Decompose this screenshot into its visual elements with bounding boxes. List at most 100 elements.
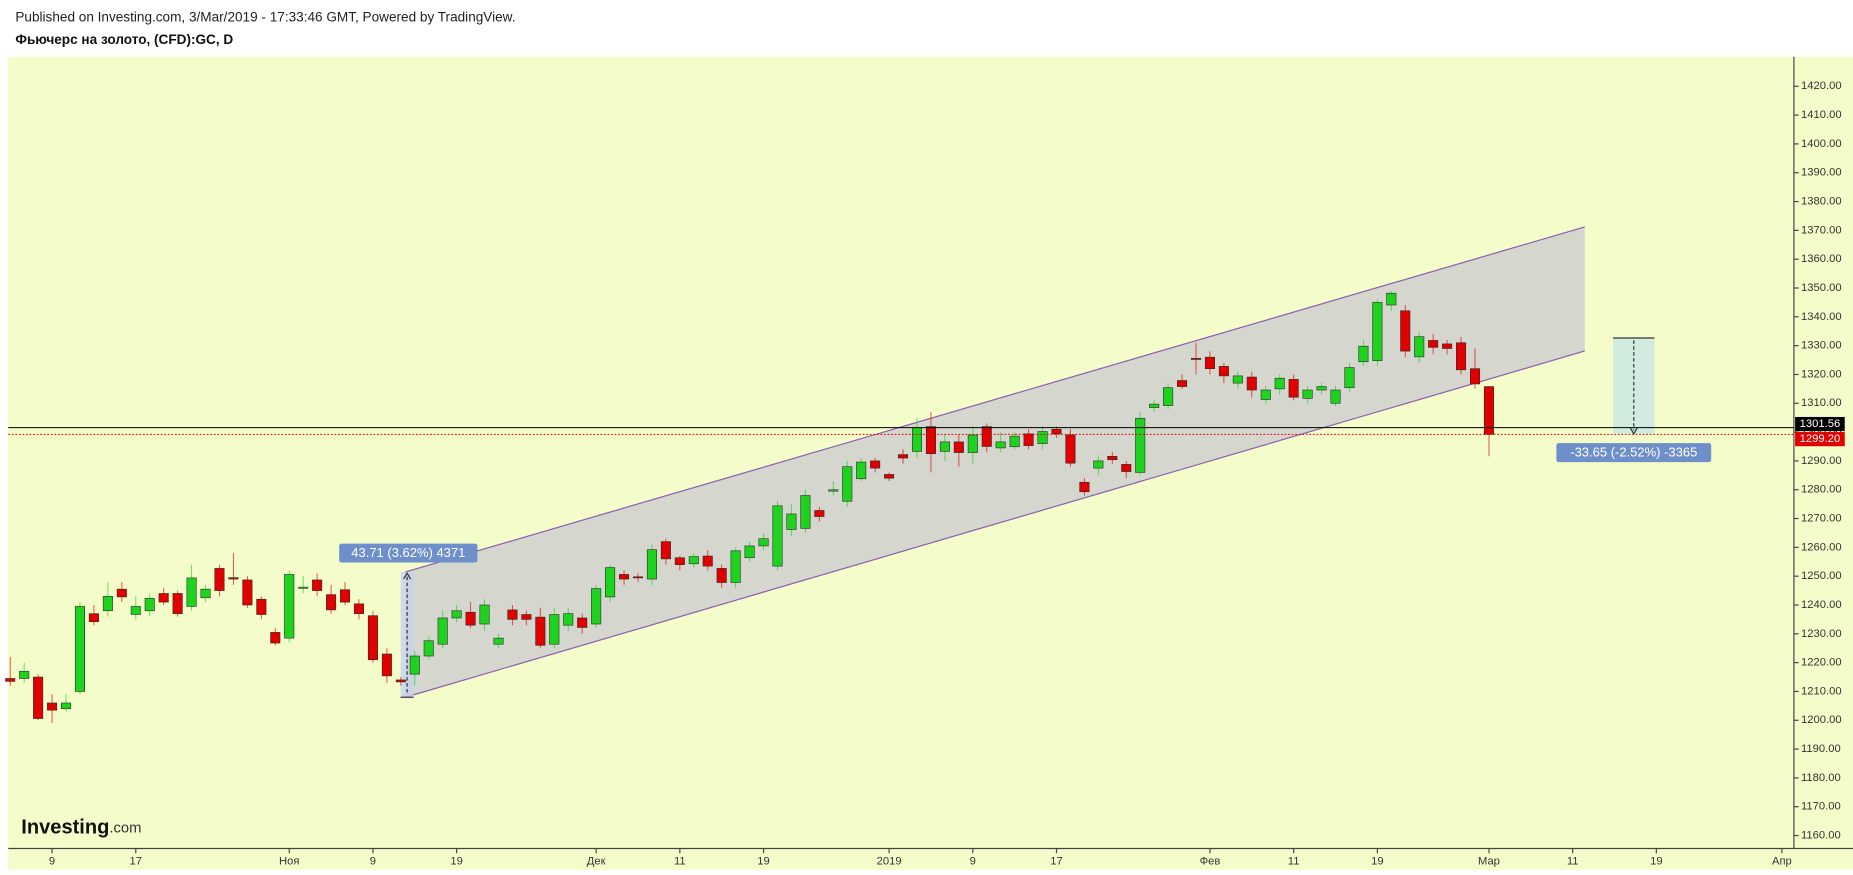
candle-body	[1400, 310, 1411, 352]
y-tick-label: 1190.00	[1801, 743, 1841, 755]
candle-body	[1065, 434, 1076, 464]
candle-body	[256, 598, 267, 615]
candle-body	[535, 616, 546, 646]
candle-body	[688, 556, 699, 565]
y-tick-label: 1320.00	[1801, 368, 1842, 380]
x-tick-label: 11	[1288, 855, 1300, 867]
candle-body	[856, 461, 867, 480]
candle-body	[451, 610, 462, 619]
candle-body	[353, 603, 365, 614]
candle-body	[1093, 460, 1104, 469]
candle-body	[74, 606, 85, 692]
candle-body	[270, 632, 281, 644]
x-tick-label: 19	[1371, 855, 1383, 867]
price-label-box	[1795, 432, 1845, 447]
candle-body	[1469, 368, 1481, 385]
candle-body	[1163, 387, 1174, 406]
candle-body	[1428, 340, 1439, 348]
candle-body	[814, 510, 825, 517]
candle-body	[284, 574, 295, 639]
candle-body	[33, 676, 44, 719]
candle-body	[1414, 336, 1425, 358]
candle-body	[172, 593, 183, 614]
candle-body	[800, 495, 811, 529]
measure-label-box	[339, 543, 478, 563]
candle-body	[828, 489, 839, 492]
candle-body	[702, 555, 713, 567]
y-tick-label: 1160.00	[1801, 830, 1841, 842]
x-tick-label: Апр	[1772, 855, 1792, 867]
candle-body	[1079, 481, 1090, 493]
y-tick-label: 1330.00	[1801, 340, 1842, 352]
candle-body	[507, 609, 518, 620]
y-tick-label: 1280.00	[1801, 484, 1842, 496]
y-tick-label: 1220.00	[1801, 657, 1842, 669]
y-tick-label: 1270.00	[1801, 513, 1842, 525]
x-axis-area	[8, 848, 1853, 870]
candle-body	[1232, 375, 1243, 384]
y-tick-label: 1370.00	[1801, 224, 1842, 236]
y-tick-label: 1210.00	[1801, 685, 1842, 697]
candle-body	[1302, 389, 1313, 399]
watermark-domain: .com	[109, 820, 141, 836]
x-tick-label: 2019	[877, 855, 902, 867]
candle-body	[186, 577, 197, 607]
candle-body	[465, 611, 476, 626]
candle-body	[1177, 380, 1188, 387]
chart-title: Фьючерс на золото, (CFD):GC, D	[15, 32, 233, 47]
candle-body	[730, 550, 741, 583]
candle-body	[130, 606, 141, 615]
candle-body	[1483, 386, 1494, 435]
candle-body	[577, 617, 588, 628]
y-tick-label: 1200.00	[1801, 714, 1842, 726]
measure-arrowhead-left	[403, 572, 412, 580]
candle-body	[786, 513, 797, 530]
candle-body	[521, 614, 532, 620]
candle-body	[1051, 428, 1062, 435]
x-tick-label: Фев	[1200, 855, 1221, 867]
x-tick-label: 9	[370, 855, 376, 867]
candle-body	[1456, 342, 1467, 371]
trend-channel	[405, 226, 1585, 698]
x-tick-label: 9	[49, 855, 55, 867]
candle-body	[1386, 292, 1397, 306]
y-tick-label: 1390.00	[1801, 167, 1842, 179]
watermark: Investing.com	[21, 817, 141, 839]
candle-body	[953, 441, 964, 453]
candle-body	[1135, 417, 1146, 473]
x-tick-label: Ноя	[279, 855, 299, 867]
y-tick-label: 1340.00	[1801, 311, 1842, 323]
candle-body	[674, 557, 685, 565]
candle-body	[925, 426, 936, 455]
candle-body	[772, 505, 783, 567]
y-tick-label: 1350.00	[1801, 282, 1842, 294]
candle-body	[116, 588, 127, 598]
candle-body	[1288, 379, 1299, 398]
candle-body	[228, 577, 239, 580]
candle-body	[1149, 403, 1160, 408]
candle-body	[340, 589, 351, 603]
y-tick-label: 1400.00	[1801, 138, 1842, 150]
candle-body	[242, 579, 253, 606]
candle-body	[632, 576, 644, 579]
candle-body	[1260, 389, 1271, 400]
y-tick-label: 1310.00	[1801, 397, 1842, 409]
x-tick-label: 19	[757, 855, 769, 867]
candle-body	[298, 586, 309, 589]
x-tick-label: 11	[674, 855, 686, 867]
candle-body	[605, 567, 616, 598]
candle-body	[939, 441, 950, 452]
candle-body	[1023, 433, 1034, 446]
measure-label: 43.71 (3.62%) 4371	[351, 545, 465, 560]
measure-arrowhead-right	[1629, 427, 1638, 435]
candle-body	[367, 615, 378, 661]
candle-body	[61, 702, 72, 710]
candle-body	[744, 545, 755, 559]
candle-body	[423, 640, 434, 657]
x-tick-label: Мар	[1478, 855, 1500, 867]
price-label: 1301.56	[1800, 418, 1841, 430]
candle-body	[214, 568, 225, 591]
